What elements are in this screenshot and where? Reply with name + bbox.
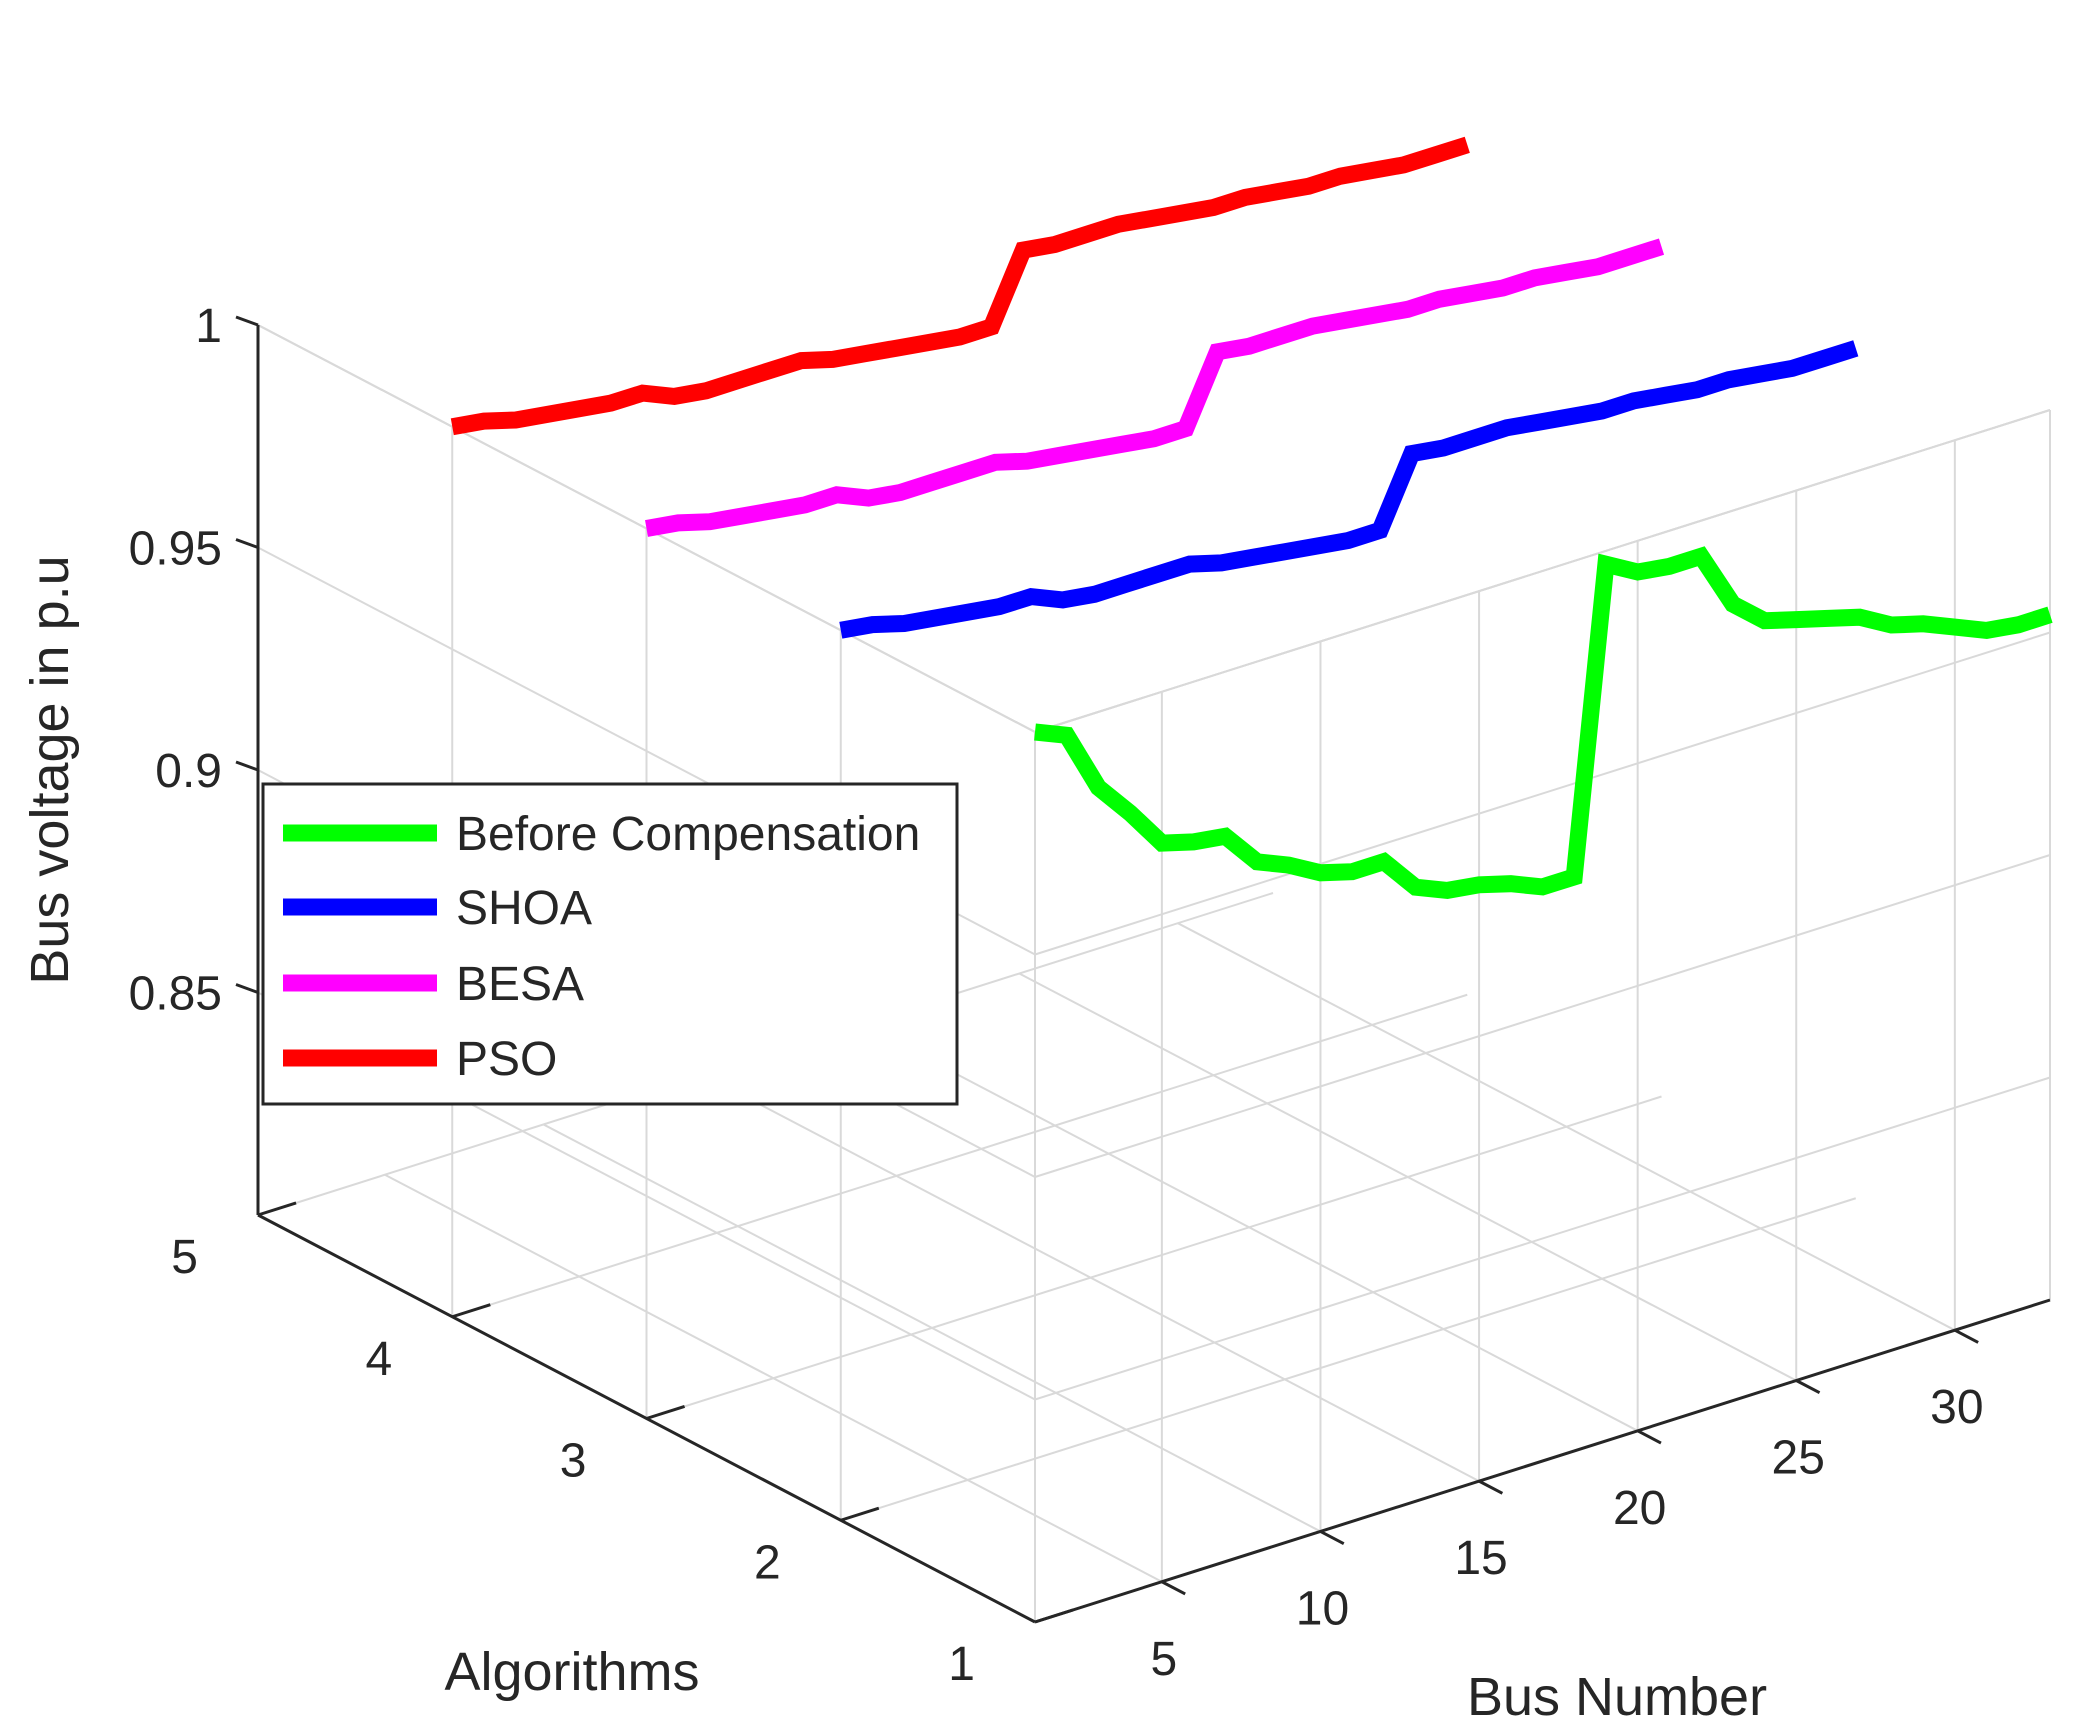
y-tick-4	[257, 1201, 297, 1217]
x-tick-label-4: 25	[1772, 1432, 1825, 1485]
grid-line-z-rightwall-5	[1034, 409, 2051, 733]
grid-line-y-floor-3	[451, 993, 1468, 1318]
x-axis-line	[1034, 1298, 2051, 1624]
x-tick-label-0: 5	[1151, 1633, 1178, 1686]
z-tick-0	[235, 983, 259, 994]
series-line-before-compensation	[1034, 546, 2053, 899]
legend-label-before-compensation: Before Compensation	[456, 808, 920, 861]
legend-label-shoa: SHOA	[456, 882, 592, 935]
series-line-pso	[450, 136, 1470, 436]
legend-label-besa: BESA	[456, 958, 584, 1011]
grid-line-y-floor-1	[840, 1197, 1857, 1522]
y-tick-0	[1034, 1608, 1074, 1624]
x-axis-label: Bus Number	[1467, 1667, 1767, 1727]
x-tick-label-2: 15	[1454, 1532, 1507, 1585]
x-tick-label-5: 30	[1930, 1381, 1983, 1434]
y-tick-label-0: 1	[948, 1638, 975, 1691]
x-tick-5	[1954, 1328, 1979, 1344]
z-tick-1	[235, 760, 259, 772]
y-tick-3	[451, 1303, 491, 1319]
x-tick-3	[1636, 1429, 1662, 1445]
y-tick-label-2: 3	[560, 1435, 587, 1488]
x-tick-1	[1319, 1530, 1345, 1545]
z-tick-2	[235, 538, 259, 549]
grid-line-z-rightwall-3	[1034, 631, 2051, 956]
grid-line-y-floor-2	[646, 1095, 1662, 1420]
x-tick-label-1: 10	[1296, 1582, 1349, 1635]
z-axis-label: Bus voltage in p.u	[20, 555, 80, 984]
z-tick-label-1: 0.9	[155, 745, 222, 798]
grid-line-z-rightwall-1	[1034, 1076, 2051, 1401]
x-tick-0	[1161, 1580, 1186, 1596]
x-tick-4	[1795, 1379, 1821, 1395]
y-tick-1	[840, 1506, 880, 1522]
y-tick-2	[646, 1404, 686, 1420]
series-line-shoa	[839, 340, 1859, 639]
z-tick-3	[235, 315, 259, 327]
legend-label-pso: PSO	[456, 1033, 557, 1086]
x-tick-label-3: 20	[1613, 1482, 1666, 1535]
series-lines	[450, 136, 2053, 899]
z-tick-label-0: 0.85	[129, 968, 222, 1021]
y-tick-label-3: 4	[366, 1333, 393, 1386]
tick-labels: 0.85 0.9 0.95 1 1 2 3 4 5 5 10 15 20 25 30	[129, 300, 1984, 1691]
z-tick-label-3: 1	[195, 300, 222, 353]
y-tick-label-1: 2	[754, 1536, 781, 1589]
series-line-besa	[645, 238, 1665, 537]
legend: Before Compensation SHOA BESA PSO	[261, 782, 959, 1106]
z-tick-label-2: 0.95	[129, 523, 222, 576]
axes	[235, 315, 2051, 1624]
grid-line-z-rightwall-2	[1034, 854, 2051, 1178]
y-axis-label: Algorithms	[444, 1642, 699, 1702]
x-tick-2	[1478, 1479, 1504, 1495]
y-tick-label-4: 5	[171, 1231, 198, 1284]
